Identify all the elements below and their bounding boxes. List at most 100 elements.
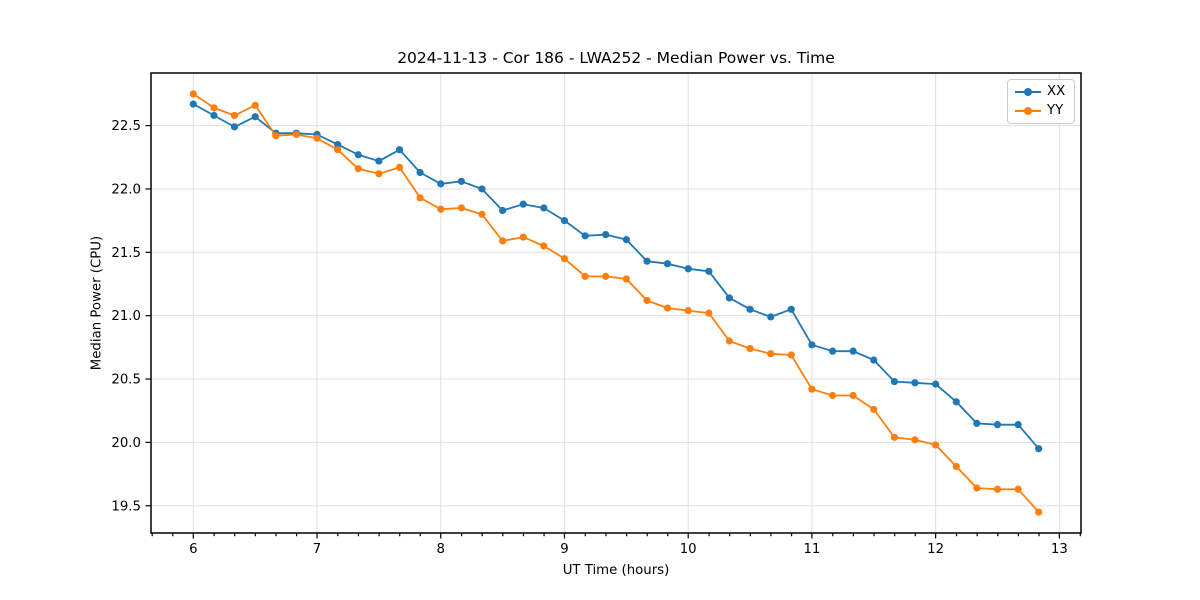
tick-labels: 6 7 8 9 10 11 12 13 19.5 20.0 20.5 21.0 21.5 22.0 22.5 <box>111 119 1067 557</box>
y-tick-label: 22.5 <box>111 119 141 134</box>
x-axis-label: UT Time (hours) <box>562 563 670 578</box>
data-point <box>395 163 404 172</box>
legend: XX YY <box>1007 79 1076 124</box>
data-point <box>828 391 837 400</box>
data-point <box>746 345 754 353</box>
data-point <box>767 313 775 321</box>
chart-title: 2024-11-13 - Cor 186 - LWA252 - Median P… <box>397 49 835 67</box>
data-point <box>457 177 466 185</box>
data-point <box>993 485 1002 493</box>
data-point <box>622 236 630 244</box>
data-point <box>519 233 527 241</box>
plot-border <box>150 72 1082 534</box>
data-point <box>354 165 362 173</box>
data-point <box>1014 485 1022 493</box>
data-point <box>499 237 507 245</box>
axis-ticks <box>145 124 1081 539</box>
series-yy <box>189 90 1043 516</box>
y-tick-label: 20.0 <box>111 436 141 451</box>
data-point <box>622 275 630 283</box>
data-point <box>746 305 754 313</box>
data-point <box>230 111 239 120</box>
legend-swatch-yy <box>1015 106 1041 115</box>
data-point <box>870 356 878 364</box>
data-point <box>540 204 548 212</box>
data-point <box>767 350 775 358</box>
data-point <box>478 185 486 193</box>
data-point <box>499 206 507 215</box>
data-point <box>828 347 837 355</box>
data-point <box>973 484 981 492</box>
data-point <box>189 100 197 108</box>
data-point <box>375 170 383 178</box>
x-tick-label: 6 <box>189 542 197 557</box>
data-point <box>437 180 445 188</box>
grid-lines <box>151 73 1081 533</box>
data-point <box>1035 508 1043 516</box>
legend-item-yy: YY <box>1015 103 1065 119</box>
series-xx <box>189 100 1043 453</box>
legend-label: YY <box>1047 102 1064 118</box>
data-point <box>643 296 651 305</box>
data-point <box>663 304 672 312</box>
data-point <box>560 255 569 263</box>
data-point <box>808 385 816 393</box>
data-point <box>1014 421 1022 429</box>
x-tick-label: 12 <box>927 542 944 557</box>
data-point <box>210 111 218 120</box>
data-point <box>581 232 589 240</box>
x-tick-label: 10 <box>680 542 697 557</box>
x-tick-label: 13 <box>1051 542 1068 557</box>
data-point <box>643 257 651 265</box>
y-tick-label: 22.0 <box>111 182 141 197</box>
data-point <box>787 305 795 313</box>
data-point <box>684 265 692 273</box>
data-point <box>890 377 899 386</box>
x-tick-label: 9 <box>560 542 568 557</box>
data-point <box>808 341 816 349</box>
data-point <box>437 205 445 213</box>
legend-label: XX <box>1047 84 1066 99</box>
data-point <box>540 242 548 250</box>
series-line-xx <box>192 103 1040 450</box>
data-point <box>189 90 197 98</box>
data-point <box>251 101 259 109</box>
data-point <box>602 272 610 280</box>
y-tick-label: 20.5 <box>111 373 141 388</box>
data-point <box>581 272 589 280</box>
y-tick-label: 21.5 <box>111 246 141 261</box>
data-point <box>334 146 342 154</box>
legend-swatch-xx <box>1015 87 1041 96</box>
data-point <box>705 267 713 275</box>
data-point <box>787 351 795 359</box>
data-point <box>210 104 218 112</box>
data-point <box>973 419 981 427</box>
data-point <box>663 260 672 268</box>
data-point <box>478 210 486 218</box>
data-point <box>911 436 919 444</box>
data-point <box>849 391 857 400</box>
data-point <box>375 157 383 165</box>
data-point <box>684 307 692 315</box>
legend-marker-icon <box>1024 87 1032 96</box>
data-point <box>416 194 424 202</box>
data-point <box>334 140 342 149</box>
data-point <box>602 230 610 239</box>
data-point <box>354 151 362 159</box>
data-point <box>416 168 424 177</box>
data-point <box>932 441 940 449</box>
data-point <box>457 204 466 212</box>
y-axis-label: Median Power (CPU) <box>89 235 105 371</box>
x-tick-label: 7 <box>313 542 321 557</box>
x-tick-label: 8 <box>437 542 445 557</box>
data-point <box>725 294 733 302</box>
data-point <box>890 433 899 441</box>
data-point <box>251 113 259 121</box>
data-point <box>952 398 960 406</box>
data-point <box>725 337 733 345</box>
data-point <box>292 130 300 139</box>
data-point <box>1035 445 1043 453</box>
data-point <box>519 200 527 208</box>
